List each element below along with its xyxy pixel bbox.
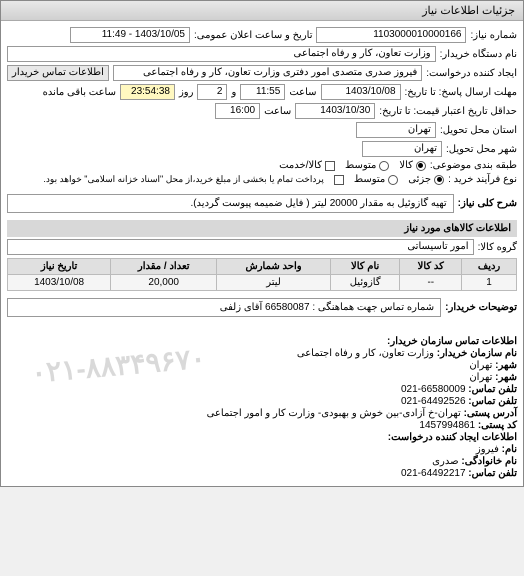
- deadline-time-field: 11:55: [240, 84, 285, 100]
- valid-time-label: ساعت: [264, 106, 291, 117]
- td-qty: 20,000: [111, 275, 217, 291]
- c-addr: تهران-خ آزادی-بین خوش و بهبودی- وزارت کا…: [207, 408, 461, 419]
- deliver-city-label: شهر محل تحویل:: [446, 144, 517, 155]
- radio-medium[interactable]: [379, 161, 389, 171]
- supply-class-radios: کالا متوسط کالا/خدمت: [279, 160, 426, 171]
- need-number-field: 1103000010000166: [316, 27, 466, 43]
- purchase-type-radios: جزئی متوسط پرداخت تمام یا بخشی از مبلغ خ…: [43, 174, 444, 185]
- contact-section: ۰۲۱-۸۸۳۴۹۶۷۰ اطلاعات تماس سازمان خریدار:…: [1, 329, 523, 486]
- deadline-time-label: ساعت: [289, 87, 316, 98]
- radio-medium2-label: متوسط: [354, 174, 385, 185]
- c-lname: صدری: [432, 456, 458, 467]
- requester-field: فیروز صدری متصدی امور دفتری وزارت تعاون،…: [113, 65, 422, 81]
- creator-header: اطلاعات ایجاد کننده درخواست:: [388, 432, 517, 443]
- c-postal-label: کد پستی:: [478, 420, 517, 431]
- c-city: تهران: [469, 372, 492, 383]
- radio-small[interactable]: [434, 175, 444, 185]
- window-title: جزئیات اطلاعات نیاز: [422, 5, 515, 17]
- form-area: شماره نیاز: 1103000010000166 تاریخ و ساع…: [1, 21, 523, 329]
- purchase-checkbox[interactable]: [334, 175, 344, 185]
- c-lname-label: نام خانوادگی:: [461, 456, 517, 467]
- checkbox-goods-service[interactable]: [325, 161, 335, 171]
- desc-label: شرح کلی نیاز:: [458, 198, 517, 209]
- minus-days-field: 2: [197, 84, 227, 100]
- th-date: تاریخ نیاز: [8, 259, 111, 275]
- c-city-label: شهر:: [495, 372, 517, 383]
- radio-medium2[interactable]: [388, 175, 398, 185]
- td-name: گازوئیل: [330, 275, 400, 291]
- valid-label: حداقل تاریخ اعتبار قیمت: تا تاریخ:: [379, 106, 517, 117]
- contact-info-button[interactable]: اطلاعات تماس خریدار: [7, 65, 109, 81]
- c-phone: 66580009-021: [401, 384, 466, 395]
- c-addr-label: آدرس پستی:: [464, 408, 517, 419]
- purchase-note: پرداخت تمام یا بخشی از مبلغ خرید،از محل …: [43, 174, 323, 185]
- deliver-province-label: استان محل تحویل:: [440, 125, 517, 136]
- th-name: نام کالا: [330, 259, 400, 275]
- goods-table: ردیف کد کالا نام کالا واحد شمارش تعداد /…: [7, 258, 517, 291]
- deliver-province-field: تهران: [356, 122, 436, 138]
- checkbox-gs-label: کالا/خدمت: [279, 160, 322, 171]
- supply-class-label: طبقه بندی موضوعی:: [430, 160, 517, 171]
- minus-suffix: روز: [179, 87, 194, 98]
- th-row: ردیف: [462, 259, 517, 275]
- th-code: کد کالا: [400, 259, 462, 275]
- c-prov-label: شهر:: [495, 360, 517, 371]
- td-code: --: [400, 275, 462, 291]
- c-fax-label: تلفن تماس:: [468, 396, 517, 407]
- c-phone-label: تلفن تماس:: [468, 384, 517, 395]
- c-name: فیروز: [476, 444, 499, 455]
- c-fax: 64492526-021: [401, 396, 466, 407]
- c-cphone: 64492217-021: [401, 468, 466, 479]
- radio-goods-label: کالا: [399, 160, 413, 171]
- contact-header: اطلاعات تماس سازمان خریدار:: [387, 336, 517, 347]
- purchase-type-label: نوع فرآیند خرید :: [448, 174, 517, 185]
- buyer-org-field: وزارت تعاون، کار و رفاه اجتماعی: [7, 46, 436, 62]
- remaining-suffix: ساعت باقی مانده: [43, 87, 116, 98]
- desc-text: تهیه گازوئیل به مقدار 20000 لیتر ( فایل …: [7, 194, 454, 213]
- c-postal: 1457994861: [419, 420, 475, 431]
- th-unit: واحد شمارش: [217, 259, 331, 275]
- td-unit: لیتر: [217, 275, 331, 291]
- need-number-label: شماره نیاز:: [470, 30, 517, 41]
- table-row: 1 -- گازوئیل لیتر 20,000 1403/10/08: [8, 275, 517, 291]
- valid-time-field: 16:00: [215, 103, 260, 119]
- c-org: وزارت تعاون، کار و رفاه اجتماعی: [297, 348, 434, 359]
- th-qty: تعداد / مقدار: [111, 259, 217, 275]
- buyer-notes-text: شماره تماس جهت هماهنگی : 66580087 آقای ز…: [7, 298, 441, 317]
- minus-label: و: [231, 87, 236, 98]
- td-date: 1403/10/08: [8, 275, 111, 291]
- deadline-date-field: 1403/10/08: [321, 84, 401, 100]
- td-row: 1: [462, 275, 517, 291]
- radio-goods[interactable]: [416, 161, 426, 171]
- c-prov: تهران: [469, 360, 492, 371]
- goods-group-label: گروه کالا:: [478, 242, 517, 253]
- goods-section-header: اطلاعات کالاهای مورد نیاز: [7, 220, 517, 237]
- radio-small-label: جزئی: [408, 174, 431, 185]
- c-cphone-label: تلفن تماس:: [468, 468, 517, 479]
- window-titlebar: جزئیات اطلاعات نیاز: [1, 1, 523, 21]
- deadline-label: مهلت ارسال پاسخ: تا تاریخ:: [405, 87, 517, 98]
- deliver-city-field: تهران: [362, 141, 442, 157]
- goods-group-field: امور تاسیساتی: [7, 239, 474, 255]
- details-window: جزئیات اطلاعات نیاز شماره نیاز: 11030000…: [0, 0, 524, 487]
- radio-medium-label: متوسط: [345, 160, 376, 171]
- buyer-org-label: نام دستگاه خریدار:: [440, 49, 517, 60]
- c-name-label: نام:: [502, 444, 517, 455]
- remaining-field: 23:54:38: [120, 84, 175, 100]
- valid-date-field: 1403/10/30: [295, 103, 375, 119]
- buyer-notes-label: توضیحات خریدار:: [445, 302, 517, 313]
- announce-label: تاریخ و ساعت اعلان عمومی:: [194, 30, 313, 41]
- requester-label: ایجاد کننده درخواست:: [426, 68, 517, 79]
- announce-field: 1403/10/05 - 11:49: [70, 27, 190, 43]
- c-org-label: نام سازمان خریدار:: [437, 348, 517, 359]
